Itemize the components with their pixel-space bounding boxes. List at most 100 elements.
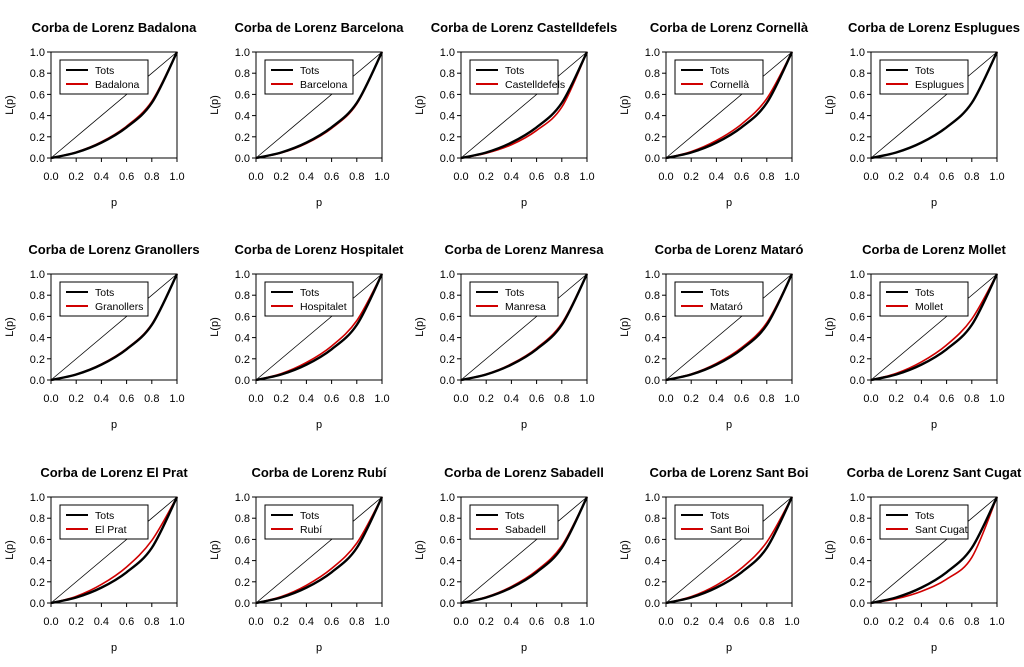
- series-line-tots: [870, 51, 999, 160]
- x-tick-label: 0.8: [554, 393, 569, 405]
- y-tick-label: 0.0: [440, 375, 455, 387]
- x-tick-label: 0.0: [453, 616, 468, 628]
- chart-title: Corba de Lorenz Cornellà: [650, 20, 809, 35]
- lorenz-panel: Corba de Lorenz Sabadell 0.0 0.2 0.4 0.6 0.8 1…: [414, 465, 604, 654]
- x-axis-label: p: [726, 419, 732, 431]
- legend-box: [264, 59, 354, 95]
- legend-box: [469, 59, 559, 95]
- lorenz-panel: Corba de Lorenz Mollet 0.0 0.2 0.4 0.6 0.8 1.0…: [824, 242, 1007, 431]
- y-tick-label: 0.4: [645, 556, 660, 568]
- y-tick-label: 0.2: [645, 354, 660, 366]
- x-tick-label: 0.4: [709, 616, 724, 628]
- y-tick-label: 1.0: [645, 47, 660, 59]
- y-tick-label: 0.6: [30, 311, 45, 323]
- y-tick-label: 0.0: [235, 375, 250, 387]
- x-tick-label: 0.4: [299, 171, 314, 183]
- equality-diagonal: [50, 273, 178, 381]
- series-line-tots: [460, 273, 589, 382]
- y-tick-label: 0.8: [30, 290, 45, 302]
- y-tick-label: 0.2: [440, 577, 455, 589]
- y-tick-label: 0.2: [440, 354, 455, 366]
- legend-label: Tots: [505, 287, 524, 299]
- legend-label: Tots: [300, 510, 319, 522]
- lorenz-panel: Corba de Lorenz Manresa 0.0 0.2 0.4 0.6 0.8 1.…: [414, 242, 604, 431]
- x-tick-label: 0.6: [119, 616, 134, 628]
- lorenz-panel: Corba de Lorenz Barcelona 0.0 0.2 0.4 0.6 0.8…: [209, 20, 404, 209]
- chart-title: Corba de Lorenz Sant Boi: [650, 465, 809, 480]
- y-tick-label: 0.6: [440, 311, 455, 323]
- lorenz-panel: Corba de Lorenz Granollers 0.0 0.2 0.4 0.6 0.…: [4, 242, 200, 431]
- chart-title: Corba de Lorenz Esplugues: [848, 20, 1020, 35]
- x-axis-label: p: [111, 197, 117, 209]
- y-axis-label: L(p): [209, 540, 221, 560]
- x-tick-label: 0.4: [94, 171, 109, 183]
- y-tick-label: 0.0: [440, 598, 455, 610]
- y-tick-label: 0.2: [30, 577, 45, 589]
- x-tick-label: 0.8: [964, 616, 979, 628]
- series-line-tots: [255, 273, 384, 382]
- x-tick-label: 0.6: [324, 171, 339, 183]
- chart-title: Corba de Lorenz Sabadell: [444, 465, 604, 480]
- series-line-tots: [665, 496, 794, 605]
- x-axis-label: p: [316, 197, 322, 209]
- plot-frame: [50, 51, 178, 159]
- y-tick-label: 0.2: [850, 132, 865, 144]
- x-tick-label: 1.0: [374, 393, 389, 405]
- x-tick-label: 0.8: [144, 616, 159, 628]
- chart-title: Corba de Lorenz Mollet: [862, 242, 1006, 257]
- y-tick-label: 0.4: [30, 556, 45, 568]
- equality-diagonal: [870, 273, 998, 381]
- y-tick-label: 0.0: [645, 598, 660, 610]
- x-tick-label: 0.8: [964, 171, 979, 183]
- x-tick-label: 1.0: [374, 171, 389, 183]
- y-tick-label: 0.8: [850, 68, 865, 80]
- legend-label: Tots: [710, 510, 729, 522]
- x-tick-label: 0.6: [529, 393, 544, 405]
- y-tick-label: 0.6: [850, 311, 865, 323]
- y-tick-label: 1.0: [30, 492, 45, 504]
- equality-diagonal: [870, 496, 998, 604]
- y-tick-label: 1.0: [440, 492, 455, 504]
- x-tick-label: 0.8: [349, 171, 364, 183]
- x-axis-label: p: [521, 642, 527, 654]
- x-tick-label: 0.4: [914, 171, 929, 183]
- legend-label: Badalona: [95, 79, 140, 91]
- legend-box: [264, 281, 354, 317]
- x-tick-label: 0.2: [889, 393, 904, 405]
- legend-box: [674, 504, 764, 540]
- plot-frame: [665, 496, 793, 604]
- y-tick-label: 0.4: [30, 333, 45, 345]
- x-tick-label: 0.6: [939, 616, 954, 628]
- x-tick-label: 0.4: [504, 171, 519, 183]
- chart-title: Corba de Lorenz Castelldefels: [431, 20, 617, 35]
- legend-label: El Prat: [95, 524, 127, 536]
- plot-frame: [460, 51, 588, 159]
- y-axis-label: L(p): [619, 540, 631, 560]
- y-tick-label: 1.0: [440, 269, 455, 281]
- legend-box: [879, 59, 969, 95]
- x-tick-label: 1.0: [784, 171, 799, 183]
- series-line-tots: [50, 51, 179, 160]
- lorenz-panel: Corba de Lorenz Mataró 0.0 0.2 0.4 0.6 0.8 1.0…: [619, 242, 803, 431]
- x-tick-label: 0.6: [529, 171, 544, 183]
- legend-label: Tots: [710, 287, 729, 299]
- x-axis-label: p: [316, 419, 322, 431]
- y-tick-label: 1.0: [235, 492, 250, 504]
- x-tick-label: 0.4: [504, 393, 519, 405]
- chart-title: Corba de Lorenz Hospitalet: [234, 242, 404, 257]
- y-axis-label: L(p): [4, 317, 16, 337]
- y-tick-label: 0.6: [440, 534, 455, 546]
- x-tick-label: 1.0: [784, 393, 799, 405]
- y-axis-label: L(p): [209, 317, 221, 337]
- y-tick-label: 0.2: [645, 577, 660, 589]
- x-tick-label: 0.0: [43, 171, 58, 183]
- x-tick-label: 0.2: [274, 616, 289, 628]
- y-tick-label: 0.2: [30, 132, 45, 144]
- y-tick-label: 1.0: [645, 492, 660, 504]
- equality-diagonal: [255, 51, 383, 159]
- series-line-tots: [50, 273, 179, 382]
- legend-label: Tots: [300, 65, 319, 77]
- x-tick-label: 1.0: [579, 393, 594, 405]
- plot-frame: [460, 496, 588, 604]
- y-tick-label: 0.6: [30, 89, 45, 101]
